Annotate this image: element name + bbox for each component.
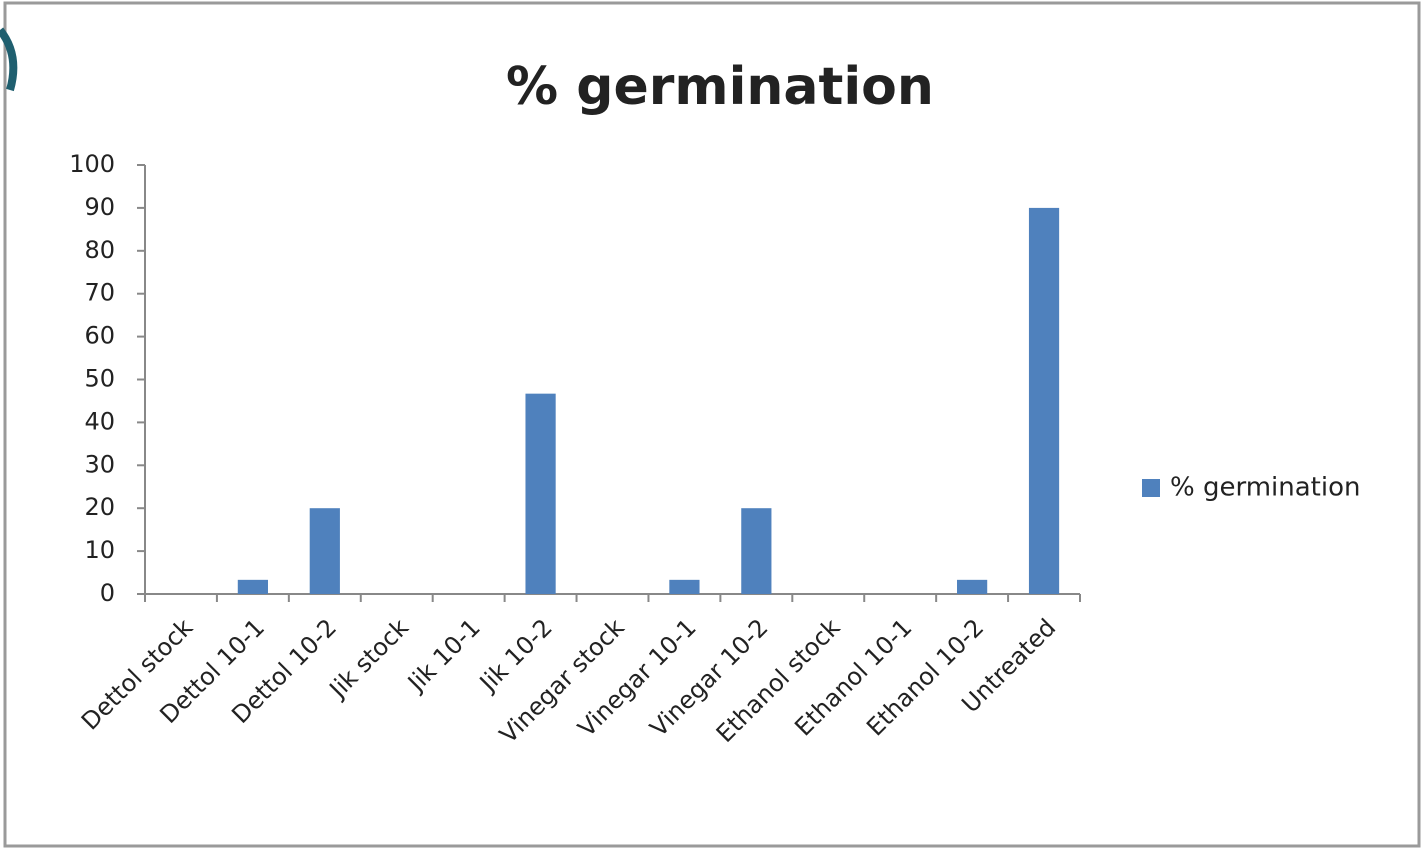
y-tick-label: 100: [69, 150, 115, 178]
bar: [669, 579, 700, 594]
y-tick-label: 20: [84, 493, 115, 521]
y-tick-label: 60: [84, 322, 115, 350]
chart-frame: [3, 1, 1421, 848]
y-tick-label: 80: [84, 236, 115, 264]
bar: [309, 508, 340, 594]
y-tick-label: 70: [84, 279, 115, 307]
y-tick-label: 90: [84, 193, 115, 221]
bar: [741, 508, 772, 594]
y-tick-label: 30: [84, 450, 115, 478]
y-tick-label: 40: [84, 407, 115, 435]
y-tick-label: 10: [84, 536, 115, 564]
bar: [957, 579, 988, 594]
bar: [237, 579, 268, 594]
legend-swatch: [1142, 479, 1160, 497]
chart-title: % germination: [506, 57, 934, 117]
decoration-arc: [0, 27, 18, 92]
y-tick-label: 50: [84, 365, 115, 393]
bar: [1028, 207, 1060, 594]
bar: [525, 393, 556, 594]
y-tick-label: 0: [100, 579, 115, 607]
legend-label: % germination: [1170, 473, 1360, 503]
